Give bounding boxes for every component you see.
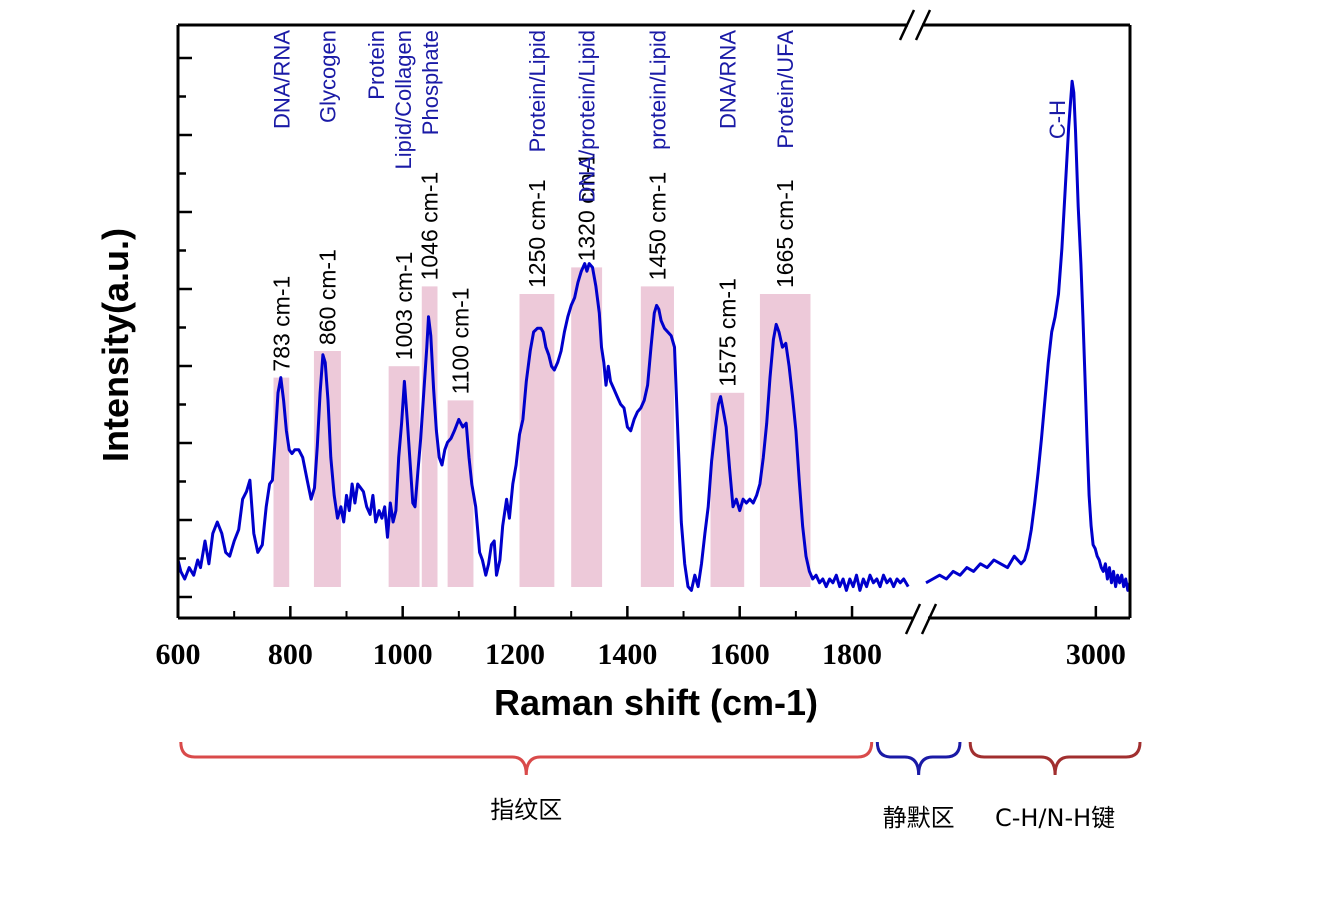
peak-label-2: 1003 cm-1 <box>391 252 417 361</box>
x-axis-ticks: 600 800 1000 1200 1400 1600 1800 3000 <box>156 606 1126 671</box>
band-assignment-2-0: Protein <box>364 30 389 100</box>
series-line-left <box>176 262 910 592</box>
band-assignment-2-2: Phosphate <box>418 30 443 135</box>
region-brace-1 <box>875 741 962 776</box>
x-tick-label-800: 800 <box>268 638 313 671</box>
peak-label-6: 1320 cm-1 <box>574 153 600 262</box>
peak-label-3: 1046 cm-1 <box>417 172 443 281</box>
region-brace-0 <box>179 741 874 776</box>
bottom-break-mark-2 <box>920 603 938 635</box>
x-tick-label-3000: 3000 <box>1066 638 1126 671</box>
peak-label-1: 860 cm-1 <box>314 249 340 345</box>
peak-label-8: 1575 cm-1 <box>714 278 740 387</box>
band-assignment-5-0: Protein/Lipid <box>525 30 550 152</box>
peak-labels: 783 cm-1 DNA/RNA 860 cm-1 Glycogen 1003 cm-1… <box>268 30 1070 395</box>
band-assignment-1-0: Glycogen <box>315 30 340 123</box>
band-4 <box>447 400 474 587</box>
x-tick-label-1000: 1000 <box>373 638 433 671</box>
peak-label-0: 783 cm-1 <box>268 276 294 372</box>
band-assignment-6-0: DNA/protein/Lipid <box>575 30 600 202</box>
band-5 <box>519 294 555 587</box>
band-9 <box>759 294 811 587</box>
x-tick-label-1800: 1800 <box>822 638 882 671</box>
region-label-2: C-H/N-H键 <box>995 804 1115 832</box>
x-tick-label-1400: 1400 <box>597 638 657 671</box>
x-tick-label-1600: 1600 <box>710 638 770 671</box>
peak-label-7: 1450 cm-1 <box>644 172 670 281</box>
band-assignment-8-0: DNA/RNA <box>715 30 740 129</box>
region-label-1: 静默区 <box>883 804 955 832</box>
band-assignment-9-0: Protein/UFA <box>773 30 798 149</box>
top-break-mark-2 <box>914 9 932 41</box>
peak-label-4: 1100 cm-1 <box>448 287 474 394</box>
peak-label-9: 1665 cm-1 <box>772 179 798 288</box>
bottom-break-mark-1 <box>904 603 922 635</box>
peak-bands <box>273 267 811 587</box>
region-brace-2 <box>968 741 1142 776</box>
x-tick-label-600: 600 <box>156 638 201 671</box>
band-7 <box>640 286 674 587</box>
band-6 <box>571 267 603 587</box>
spectrum-series <box>176 79 1132 592</box>
annotation-ch: C-H <box>1045 100 1070 139</box>
x-axis-title: Raman shift (cm-1) <box>494 682 818 723</box>
band-assignment-2-1: Lipid/Collagen <box>391 30 416 169</box>
spectral-regions: 指纹区 静默区 C-H/N-H键 <box>179 741 1142 832</box>
y-axis-ticks <box>178 56 192 599</box>
top-break-mark-1 <box>898 9 916 41</box>
region-label-0: 指纹区 <box>490 796 562 824</box>
x-tick-label-1200: 1200 <box>485 638 545 671</box>
series-line-right <box>925 79 1132 592</box>
band-assignment-7-0: protein/Lipid <box>645 30 670 150</box>
y-axis-title: Intensity(a.u.) <box>95 228 136 462</box>
peak-label-5: 1250 cm-1 <box>524 179 550 288</box>
band-assignment-0-0: DNA/RNA <box>269 30 294 129</box>
